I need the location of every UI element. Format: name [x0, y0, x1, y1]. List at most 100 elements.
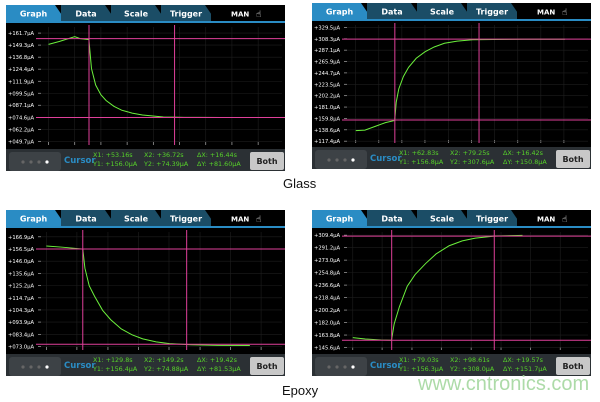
tab-scale[interactable]: Scale — [111, 5, 166, 21]
tab-label[interactable]: Scale — [124, 215, 149, 224]
tab-background[interactable] — [517, 210, 591, 226]
both-button-background[interactable] — [556, 150, 590, 168]
tab-label[interactable]: MAN — [231, 216, 249, 224]
pager-background[interactable] — [9, 357, 61, 376]
page-dot[interactable] — [45, 365, 49, 369]
page-dots-icon[interactable] — [315, 150, 367, 169]
tab-trigger[interactable]: Trigger — [467, 210, 522, 226]
tab-label[interactable]: Graph — [326, 8, 354, 17]
tab-background[interactable] — [467, 3, 522, 19]
tab-background[interactable] — [312, 3, 372, 19]
page-dots-icon[interactable] — [9, 357, 61, 376]
tab-label[interactable]: MAN — [537, 216, 555, 224]
page-dot[interactable] — [327, 158, 331, 162]
page-dot[interactable] — [45, 160, 49, 164]
page-dots-icon[interactable] — [9, 152, 61, 171]
tab-scale[interactable]: Scale — [111, 210, 166, 226]
tab-graph[interactable]: Graph — [312, 210, 372, 226]
tab-man[interactable]: MAN ☝ — [517, 210, 591, 226]
tab-data[interactable]: Data — [367, 210, 422, 226]
both-button-label[interactable]: Both — [562, 155, 583, 164]
tab-label[interactable]: Trigger — [476, 8, 508, 17]
tab-label[interactable]: Trigger — [170, 215, 202, 224]
tab-background[interactable] — [6, 5, 66, 21]
tab-graph[interactable]: Graph — [6, 5, 66, 21]
both-button-label[interactable]: Both — [562, 362, 583, 371]
tab-graph[interactable]: Graph — [6, 210, 66, 226]
tab-background[interactable] — [517, 3, 591, 19]
tab-background[interactable] — [111, 210, 166, 226]
tab-label[interactable]: Graph — [20, 10, 48, 19]
tab-trigger[interactable]: Trigger — [161, 5, 216, 21]
tab-label[interactable]: Trigger — [476, 215, 508, 224]
tab-label[interactable]: MAN — [231, 11, 249, 19]
both-button-background[interactable] — [250, 152, 284, 170]
both-button-label[interactable]: Both — [256, 157, 277, 166]
tab-background[interactable] — [367, 210, 422, 226]
tab-label[interactable]: Trigger — [170, 10, 202, 19]
pager-background[interactable] — [315, 150, 367, 169]
both-button[interactable]: Both — [250, 357, 284, 375]
tab-data[interactable]: Data — [61, 5, 116, 21]
hand-pointer-icon[interactable]: ☝ — [562, 215, 567, 225]
tab-man[interactable]: MAN ☝ — [517, 3, 591, 19]
tab-background[interactable] — [211, 210, 285, 226]
page-dot[interactable] — [29, 160, 33, 164]
hand-pointer-icon[interactable]: ☝ — [256, 10, 261, 20]
tab-label[interactable]: Data — [381, 215, 402, 224]
tab-background[interactable] — [161, 5, 216, 21]
hand-pointer-icon[interactable]: ☝ — [256, 215, 261, 225]
tab-data[interactable]: Data — [367, 3, 422, 19]
page-dot[interactable] — [21, 365, 25, 369]
tab-trigger[interactable]: Trigger — [161, 210, 216, 226]
tab-background[interactable] — [61, 210, 116, 226]
page-dot[interactable] — [351, 365, 355, 369]
tab-label[interactable]: Graph — [326, 215, 354, 224]
tab-graph[interactable]: Graph — [312, 3, 372, 19]
tab-scale[interactable]: Scale — [417, 3, 472, 19]
pager-background[interactable] — [315, 357, 367, 376]
tab-background[interactable] — [312, 210, 372, 226]
tab-label[interactable]: Graph — [20, 215, 48, 224]
tab-label[interactable]: Scale — [430, 8, 455, 17]
page-dots-icon[interactable] — [315, 357, 367, 376]
both-button-background[interactable] — [556, 357, 590, 375]
page-dot[interactable] — [351, 158, 355, 162]
page-dot[interactable] — [37, 160, 41, 164]
tab-data[interactable]: Data — [61, 210, 116, 226]
pager-background[interactable] — [9, 152, 61, 171]
tab-label[interactable]: Data — [75, 10, 96, 19]
page-dot[interactable] — [37, 365, 41, 369]
both-button[interactable]: Both — [250, 152, 284, 170]
tab-label[interactable]: Data — [75, 215, 96, 224]
tab-man[interactable]: MAN ☝ — [211, 210, 285, 226]
tab-background[interactable] — [111, 5, 166, 21]
tab-background[interactable] — [61, 5, 116, 21]
tab-label[interactable]: Data — [381, 8, 402, 17]
page-dot[interactable] — [335, 158, 339, 162]
page-dot[interactable] — [21, 160, 25, 164]
tab-background[interactable] — [467, 210, 522, 226]
tab-background[interactable] — [6, 210, 66, 226]
page-dot[interactable] — [343, 158, 347, 162]
page-dot[interactable] — [343, 365, 347, 369]
tab-background[interactable] — [367, 3, 422, 19]
hand-pointer-icon[interactable]: ☝ — [562, 8, 567, 18]
both-button-background[interactable] — [250, 357, 284, 375]
tab-label[interactable]: MAN — [537, 9, 555, 17]
both-button-label[interactable]: Both — [256, 362, 277, 371]
page-dot[interactable] — [327, 365, 331, 369]
tab-background[interactable] — [417, 210, 472, 226]
tab-background[interactable] — [417, 3, 472, 19]
tab-background[interactable] — [161, 210, 216, 226]
tab-background[interactable] — [211, 5, 285, 21]
tab-trigger[interactable]: Trigger — [467, 3, 522, 19]
tab-scale[interactable]: Scale — [417, 210, 472, 226]
page-dot[interactable] — [335, 365, 339, 369]
both-button[interactable]: Both — [556, 150, 590, 168]
both-button[interactable]: Both — [556, 357, 590, 375]
page-dot[interactable] — [29, 365, 33, 369]
tab-man[interactable]: MAN ☝ — [211, 5, 285, 21]
tab-label[interactable]: Scale — [430, 215, 455, 224]
tab-label[interactable]: Scale — [124, 10, 149, 19]
